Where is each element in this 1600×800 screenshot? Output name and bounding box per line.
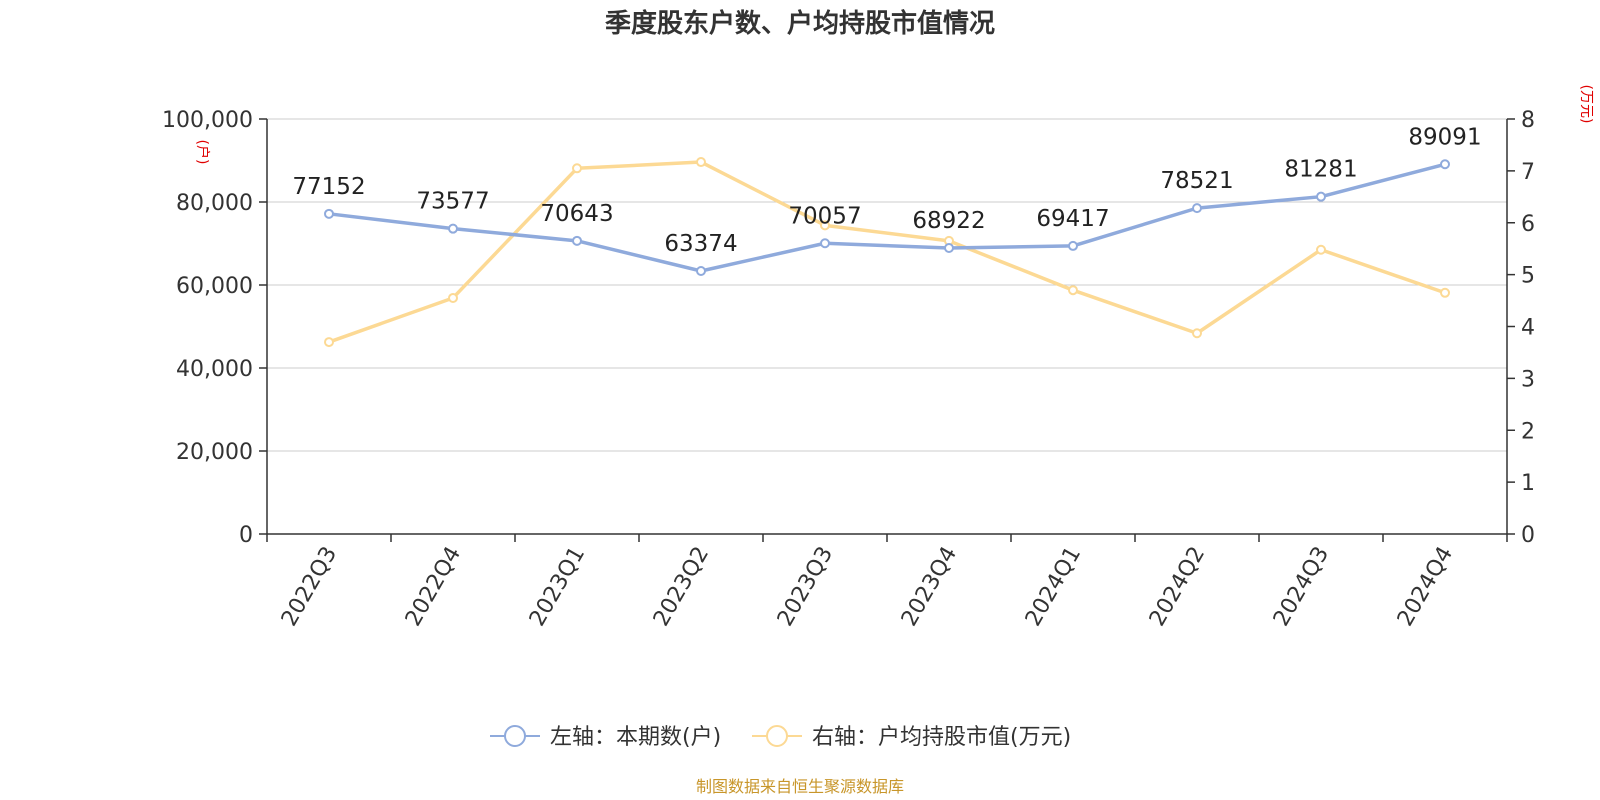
left-tick-label: 100,000 (162, 108, 253, 133)
right-tick-label: 2 (1521, 419, 1535, 444)
avg-market-value-point (1440, 287, 1450, 298)
legend-circle-icon (504, 725, 526, 747)
shareholder-count-line (327, 162, 1447, 273)
x-tick-label: 2023Q2 (649, 543, 714, 631)
x-axis-ticks: 2022Q3 2022Q4 2023Q1 2023Q2 2023Q3 2023Q4 2024… (266, 534, 1508, 631)
left-tick-label: 80,000 (176, 191, 253, 216)
data-label: 70643 (540, 201, 613, 227)
right-axis-ticks: 0 1 2 3 4 5 6 7 8 (1507, 108, 1535, 548)
right-tick-label: 1 (1521, 471, 1535, 496)
avg-market-value-point (1068, 285, 1078, 296)
data-label: 89091 (1408, 124, 1481, 150)
legend-label: 左轴：本期数(户) (550, 725, 721, 750)
shareholder-count-point (1440, 159, 1450, 170)
right-tick-label: 0 (1521, 523, 1535, 548)
left-tick-label: 20,000 (176, 440, 253, 465)
shareholder-count-point (944, 242, 954, 253)
right-tick-label: 3 (1521, 367, 1535, 392)
data-label: 73577 (416, 189, 489, 215)
right-tick-label: 7 (1521, 160, 1535, 185)
right-tick-label: 5 (1521, 264, 1535, 289)
avg-market-value-point (448, 292, 458, 303)
x-tick-label: 2023Q3 (773, 543, 838, 631)
right-tick-label: 4 (1521, 316, 1535, 341)
avg-market-value-point (696, 157, 706, 168)
x-tick-label: 2022Q4 (401, 543, 466, 631)
shareholder-count-point (1316, 191, 1326, 202)
avg-market-value-point (1316, 244, 1326, 255)
x-tick-label: 2024Q3 (1269, 543, 1334, 631)
x-tick-label: 2024Q1 (1021, 543, 1086, 631)
x-tick-label: 2023Q4 (897, 543, 962, 631)
legend: 左轴：本期数(户) 右轴：户均持股市值(万元) (490, 725, 1071, 750)
legend-item-right-series[interactable]: 右轴：户均持股市值(万元) (752, 725, 1071, 750)
data-label: 81281 (1284, 157, 1357, 183)
right-tick-label: 8 (1521, 108, 1535, 133)
series-avg-market-value (324, 157, 1450, 348)
avg-market-value-point (572, 163, 582, 174)
x-tick-label: 2024Q2 (1145, 543, 1210, 631)
data-label: 77152 (292, 174, 365, 200)
avg-market-value-point (820, 220, 830, 231)
data-label: 63374 (664, 231, 737, 257)
shareholder-count-point (1068, 240, 1078, 251)
avg-market-value-line (327, 160, 1447, 344)
shareholder-count-point (1192, 203, 1202, 214)
shareholder-count-point (696, 265, 706, 276)
avg-market-value-point (324, 337, 334, 348)
chart-title: 季度股东户数、户均持股市值情况 (605, 8, 995, 39)
legend-item-left-series[interactable]: 左轴：本期数(户) (490, 725, 721, 750)
legend-label: 右轴：户均持股市值(万元) (812, 725, 1071, 750)
source-note: 制图数据来自恒生聚源数据库 (696, 777, 904, 796)
shareholder-count-point (448, 223, 458, 234)
right-tick-label: 6 (1521, 212, 1535, 237)
shareholder-count-point (572, 235, 582, 246)
right-axis-unit: (万元) (1578, 85, 1594, 124)
data-label: 68922 (912, 208, 985, 234)
left-axis-ticks: 0 20,000 40,000 60,000 80,000 100,000 (162, 108, 267, 548)
series-shareholder-count (324, 159, 1450, 276)
avg-market-value-point (1192, 328, 1202, 339)
left-axis-unit: (户) (194, 140, 211, 165)
x-tick-label: 2024Q4 (1393, 543, 1458, 631)
left-tick-label: 60,000 (176, 274, 253, 299)
data-label: 70057 (788, 203, 861, 229)
data-label: 78521 (1160, 168, 1233, 194)
data-label: 69417 (1036, 206, 1109, 232)
x-tick-label: 2022Q3 (277, 543, 342, 631)
legend-circle-icon (766, 725, 788, 747)
x-tick-label: 2023Q1 (525, 543, 590, 631)
shareholder-count-point (324, 208, 334, 219)
shareholder-count-point (820, 238, 830, 249)
left-tick-label: 0 (239, 523, 253, 548)
gridlines (267, 118, 1507, 452)
left-tick-label: 40,000 (176, 357, 253, 382)
data-labels: 77152 73577 70643 63374 70057 68922 69417 78521… (292, 124, 1481, 257)
